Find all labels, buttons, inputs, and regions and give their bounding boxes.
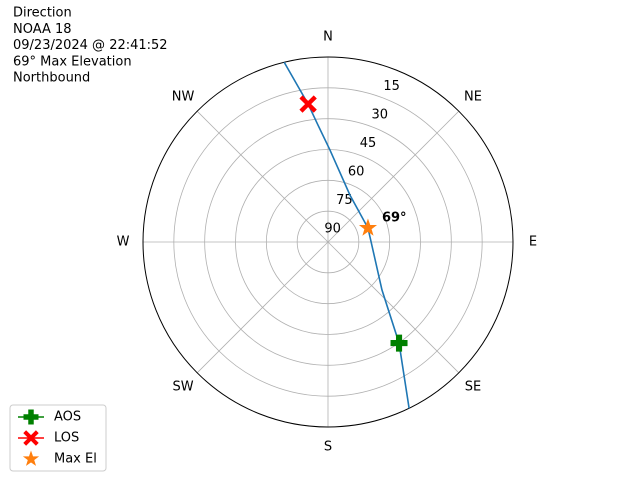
title-line: 09/23/2024 @ 22:41:52: [13, 38, 168, 53]
angle-tick-label: E: [529, 235, 537, 250]
marker-star: [358, 218, 378, 236]
radial-tick-label: 60: [348, 164, 365, 179]
title-line: Direction: [13, 6, 72, 21]
angle-tick-label: SW: [172, 379, 193, 394]
angle-tick-label: NE: [464, 90, 482, 105]
radial-tick-label: 90: [324, 221, 341, 236]
grid-spoke: [327, 241, 460, 374]
marker-x: [299, 95, 317, 113]
legend-label: Max El: [54, 452, 97, 467]
legend-marker: [23, 409, 39, 425]
legend: AOS LOS Max El: [9, 404, 107, 472]
radial-tick-label: 15: [383, 79, 400, 94]
polar-frame: [142, 56, 514, 428]
angle-tick-label: N: [323, 30, 333, 45]
radial-tick-label: 75: [336, 193, 353, 208]
radial-tick-label: 30: [372, 107, 389, 122]
legend-frame: [9, 404, 107, 472]
grid-spoke: [327, 110, 460, 243]
grid-spoke: [196, 241, 329, 374]
angle-tick-label: SE: [465, 379, 481, 394]
angle-tick-label: W: [117, 235, 130, 250]
annotation: 69°: [382, 211, 407, 226]
angle-tick-label: S: [324, 440, 332, 455]
track-line: [283, 61, 410, 409]
legend-marker: [22, 450, 40, 466]
title-line: 69° Max Elevation: [13, 54, 132, 69]
angle-tick-label: NW: [172, 90, 195, 105]
marker-plus: [390, 334, 408, 352]
legend-label: AOS: [54, 410, 81, 425]
radial-tick-label: 45: [360, 136, 377, 151]
legend-marker: [23, 430, 39, 446]
legend-label: LOS: [54, 431, 79, 446]
grid-spoke: [196, 110, 329, 243]
title-line: Northbound: [13, 71, 90, 86]
title-line: NOAA 18: [13, 22, 72, 37]
